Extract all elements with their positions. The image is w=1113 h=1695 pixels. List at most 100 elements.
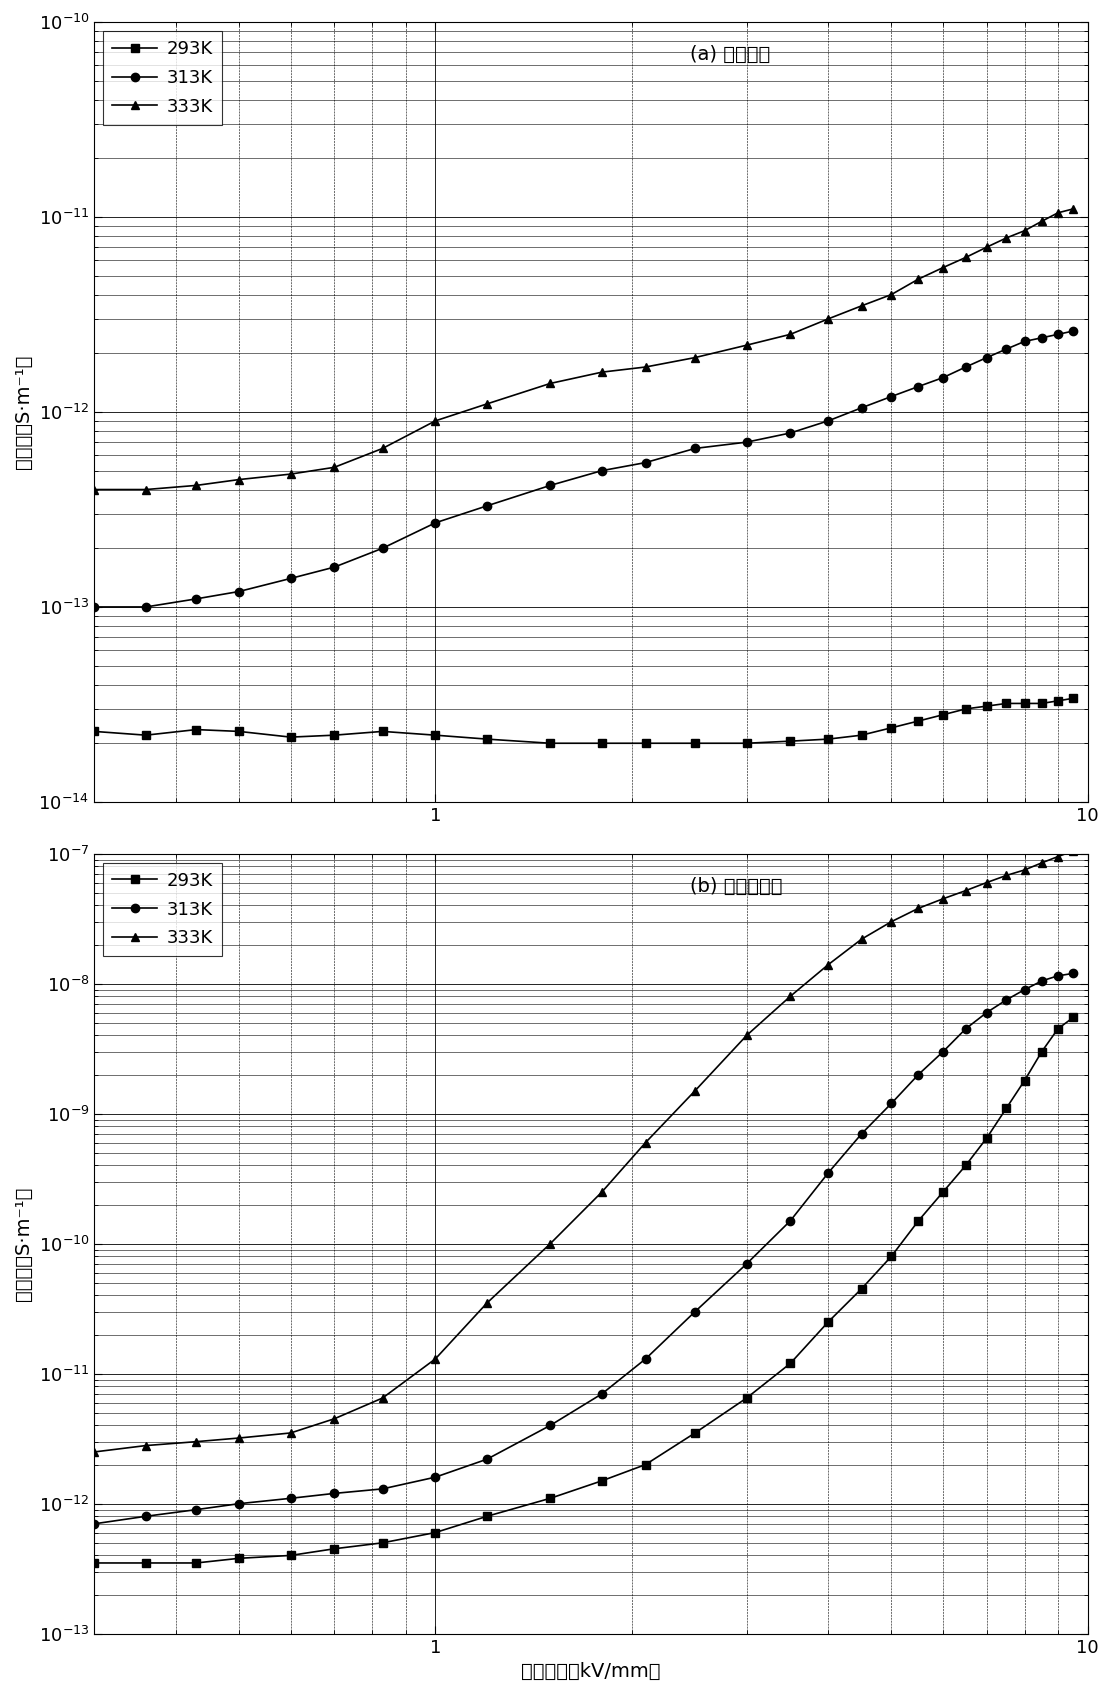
313K xyxy=(543,1415,556,1436)
333K xyxy=(284,464,297,485)
333K xyxy=(959,880,973,900)
293K xyxy=(139,1553,152,1573)
293K xyxy=(821,1312,835,1332)
333K xyxy=(1052,846,1065,866)
313K xyxy=(981,1002,994,1022)
313K xyxy=(784,422,797,442)
293K xyxy=(912,1210,925,1231)
313K xyxy=(959,358,973,378)
333K xyxy=(1018,859,1032,880)
313K xyxy=(1066,963,1080,983)
313K xyxy=(959,1019,973,1039)
293K xyxy=(936,705,949,725)
Line: 333K: 333K xyxy=(90,205,1077,493)
293K xyxy=(284,727,297,747)
293K xyxy=(429,1522,442,1542)
313K xyxy=(376,537,390,558)
Legend: 293K, 313K, 333K: 293K, 313K, 333K xyxy=(104,863,221,956)
313K xyxy=(1052,324,1065,344)
313K xyxy=(139,1507,152,1527)
293K xyxy=(1052,1019,1065,1039)
293K xyxy=(1066,1007,1080,1027)
333K xyxy=(429,410,442,431)
293K xyxy=(639,732,652,753)
293K xyxy=(189,719,203,739)
333K xyxy=(543,1234,556,1254)
313K xyxy=(481,1449,494,1470)
313K xyxy=(740,432,754,453)
333K xyxy=(139,480,152,500)
313K xyxy=(936,1041,949,1061)
313K xyxy=(189,1500,203,1520)
333K xyxy=(981,873,994,893)
313K xyxy=(688,1302,701,1322)
293K xyxy=(912,710,925,731)
313K xyxy=(855,1124,868,1144)
Line: 333K: 333K xyxy=(90,848,1077,1456)
313K xyxy=(1018,980,1032,1000)
Line: 293K: 293K xyxy=(90,695,1077,747)
333K xyxy=(959,247,973,268)
333K xyxy=(821,954,835,975)
333K xyxy=(981,237,994,258)
333K xyxy=(936,258,949,278)
Line: 313K: 313K xyxy=(90,970,1077,1527)
293K xyxy=(543,732,556,753)
293K xyxy=(688,1422,701,1442)
293K xyxy=(885,1246,898,1266)
293K xyxy=(784,731,797,751)
313K xyxy=(1018,331,1032,351)
313K xyxy=(481,495,494,515)
333K xyxy=(784,986,797,1007)
333K xyxy=(429,1349,442,1370)
313K xyxy=(855,398,868,419)
293K xyxy=(1035,1041,1048,1061)
333K xyxy=(284,1422,297,1442)
293K xyxy=(429,725,442,746)
313K xyxy=(1035,327,1048,347)
293K xyxy=(959,1156,973,1176)
293K xyxy=(885,717,898,737)
313K xyxy=(429,512,442,532)
333K xyxy=(885,912,898,932)
293K xyxy=(481,729,494,749)
293K xyxy=(88,1553,101,1573)
313K xyxy=(885,386,898,407)
293K xyxy=(595,732,609,753)
313K xyxy=(327,1483,341,1503)
333K xyxy=(233,1427,246,1448)
333K xyxy=(376,1388,390,1409)
333K xyxy=(233,470,246,490)
Y-axis label: 电导率（S·m⁻¹）: 电导率（S·m⁻¹） xyxy=(13,354,33,470)
313K xyxy=(912,376,925,397)
X-axis label: 电场強度（kV/mm）: 电场強度（kV/mm） xyxy=(521,1663,661,1681)
293K xyxy=(327,725,341,746)
313K xyxy=(376,1478,390,1498)
313K xyxy=(189,588,203,609)
333K xyxy=(595,1181,609,1202)
Text: (b) 非线性环氧: (b) 非线性环氧 xyxy=(690,876,782,897)
333K xyxy=(688,1081,701,1102)
313K xyxy=(543,475,556,495)
333K xyxy=(1035,212,1048,232)
333K xyxy=(189,475,203,495)
293K xyxy=(284,1546,297,1566)
293K xyxy=(88,722,101,742)
313K xyxy=(1066,320,1080,341)
333K xyxy=(595,363,609,383)
313K xyxy=(639,1349,652,1370)
333K xyxy=(1066,841,1080,861)
313K xyxy=(595,1383,609,1403)
333K xyxy=(855,929,868,949)
293K xyxy=(740,732,754,753)
333K xyxy=(912,270,925,290)
313K xyxy=(233,581,246,602)
293K xyxy=(595,1471,609,1492)
333K xyxy=(784,324,797,344)
333K xyxy=(1066,198,1080,219)
313K xyxy=(284,568,297,588)
Legend: 293K, 313K, 333K: 293K, 313K, 333K xyxy=(104,31,221,125)
Y-axis label: 电导率（S·m⁻¹）: 电导率（S·m⁻¹） xyxy=(14,1186,33,1300)
293K xyxy=(821,729,835,749)
313K xyxy=(88,1514,101,1534)
